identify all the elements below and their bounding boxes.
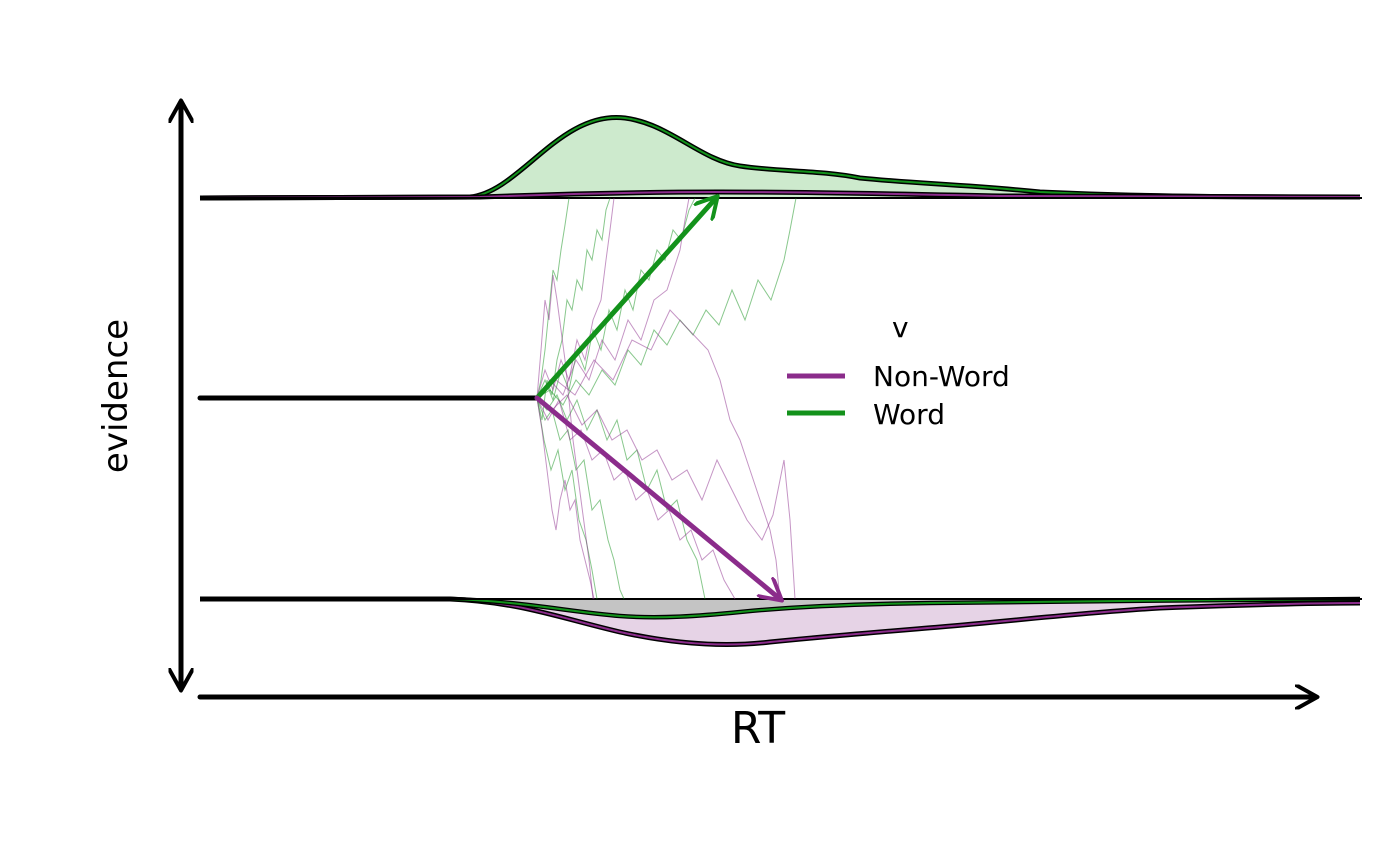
x-axis-label: RT (731, 703, 785, 754)
sample-path-nonword (536, 309, 781, 600)
axes-group: RT evidence (96, 103, 1315, 754)
legend-label-word: Word (873, 398, 945, 431)
sample-path-nonword (536, 397, 736, 600)
upper-nonword-density-line (199, 190, 1361, 199)
drift-group (197, 198, 780, 599)
sample-path-word (536, 197, 570, 399)
legend: v Non-Word Word (787, 311, 1010, 431)
legend-label-nonword: Non-Word (873, 360, 1010, 393)
lower-nonword-density-fill (200, 599, 1360, 645)
sample-path-nonword (536, 274, 594, 600)
upper-density-group (199, 115, 1362, 201)
sample-path-nonword (536, 397, 595, 600)
upper-word-density-fill (200, 117, 1360, 198)
nonword-drift-arrow (534, 395, 780, 599)
sample-path-word (536, 393, 706, 600)
word-drift-arrow (534, 198, 716, 401)
sample-path-nonword (536, 394, 796, 600)
sample-path-nonword (536, 197, 615, 399)
lower-word-density-line (449, 598, 1361, 619)
sample-path-nonword (536, 197, 690, 399)
sample-path-word (536, 197, 696, 402)
lower-density-group (200, 596, 1362, 648)
sample-path-word (536, 397, 598, 600)
sample-paths-group (536, 197, 797, 600)
legend-title: v (892, 311, 909, 344)
y-axis-label: evidence (96, 319, 136, 473)
sample-path-word (536, 197, 797, 406)
lower-nonword-density-line (200, 598, 1361, 646)
